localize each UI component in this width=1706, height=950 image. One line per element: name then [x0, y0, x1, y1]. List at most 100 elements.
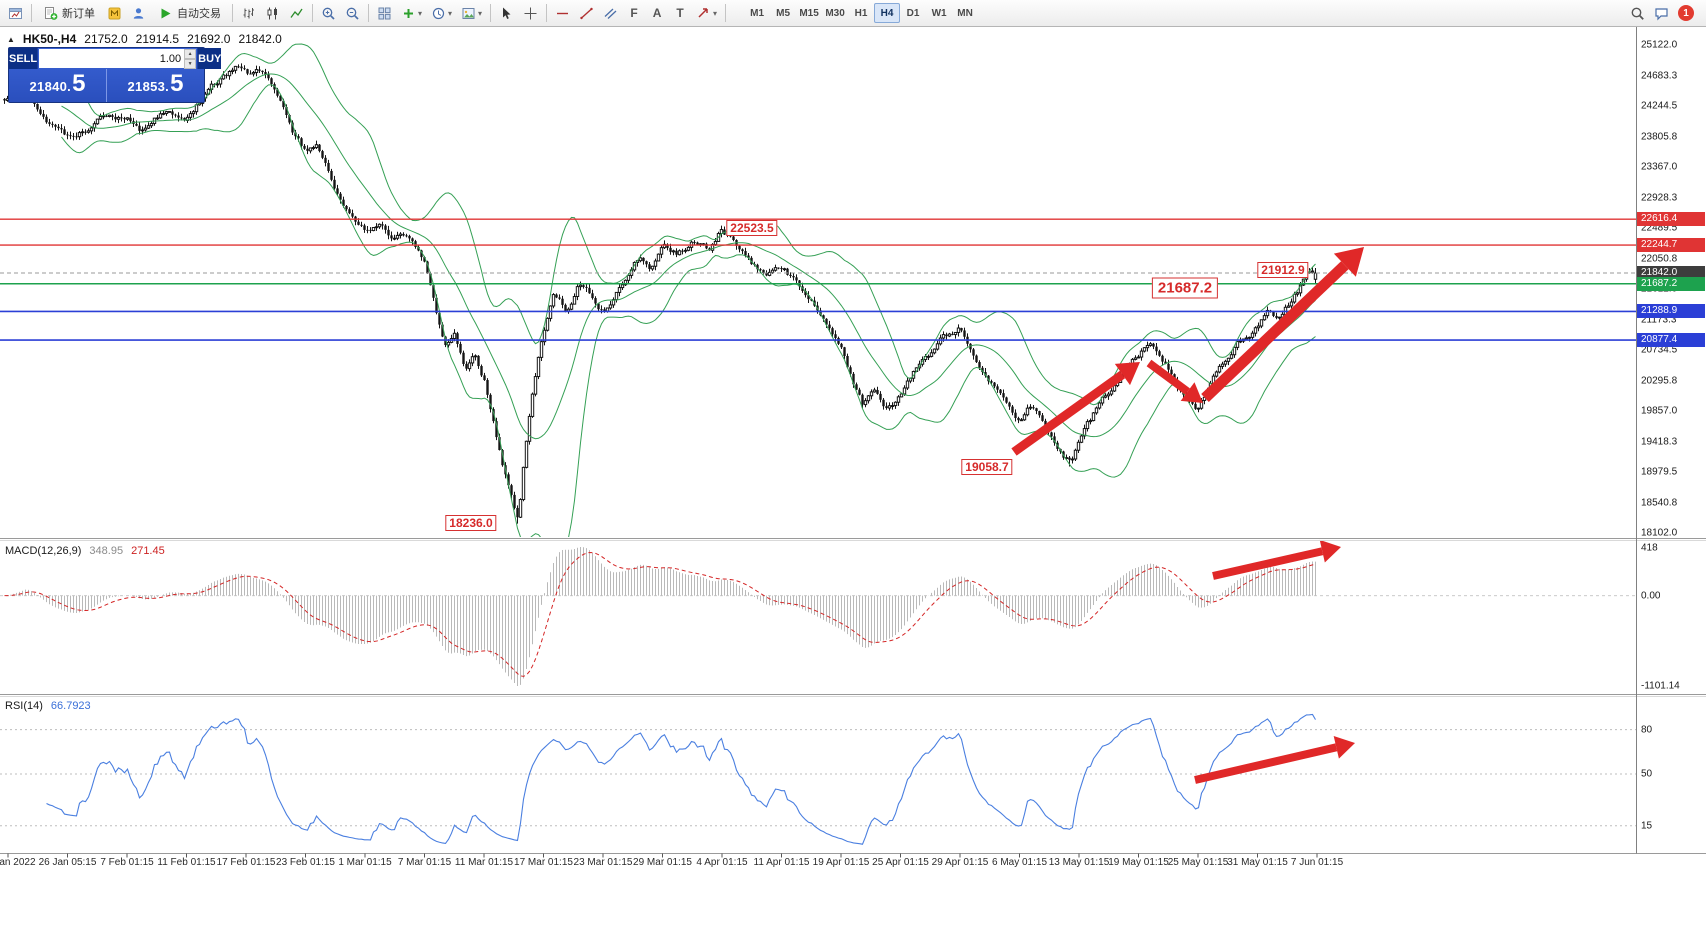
price-axis-label: 22489.5: [1641, 222, 1678, 234]
time-axis-label: 7 Mar 01:15: [397, 857, 452, 868]
volume-field: ▲ ▼: [39, 49, 197, 69]
indicators-icon[interactable]: ▾: [397, 2, 426, 24]
line-chart-icon[interactable]: [285, 2, 308, 24]
timeframe-h1[interactable]: H1: [854, 7, 868, 19]
toolbar-separator: [368, 4, 369, 22]
price-tag: 20877.4: [1637, 333, 1705, 348]
macd-title: MACD(12,26,9): [5, 545, 82, 557]
toolbar-separator: [312, 4, 313, 22]
time-axis-label: 23 Feb 01:15: [276, 857, 335, 868]
autotrading-button[interactable]: 自动交易: [151, 2, 228, 24]
label-tool-icon[interactable]: T: [676, 6, 684, 20]
chevron-down-icon: ▾: [448, 8, 453, 18]
toolbar-separator: [546, 4, 548, 22]
price-axis-label: 19418.3: [1641, 436, 1678, 447]
volume-input[interactable]: [39, 49, 185, 68]
horizontal-line-icon[interactable]: [551, 2, 574, 24]
crosshair-icon[interactable]: [519, 2, 542, 24]
fibonacci-icon[interactable]: F: [630, 6, 638, 20]
high-value: 21914.5: [135, 32, 180, 46]
timeframe-m30[interactable]: M30: [825, 7, 845, 19]
candlestick-chart-icon[interactable]: [261, 2, 284, 24]
time-axis-label: 19 Apr 01:15: [812, 857, 870, 868]
market-watch-icon[interactable]: [127, 2, 150, 24]
metaeditor-icon[interactable]: [103, 2, 126, 24]
new-order-label: 新订单: [62, 8, 95, 20]
time-axis-label: 19 May 01:15: [1108, 857, 1169, 868]
collapse-one-click-icon[interactable]: ▲: [7, 34, 15, 44]
time-axis-label: 26 Jan 05:15: [38, 857, 97, 868]
template-icon[interactable]: ▾: [457, 2, 486, 24]
time-axis-label: 7 Jun 01:15: [1290, 857, 1344, 868]
time-axis-label: 6 May 01:15: [991, 857, 1048, 868]
timeframe-m15[interactable]: M15: [799, 7, 819, 19]
price-annotation: 18236.0: [445, 515, 497, 531]
price-annotation: 22523.5: [726, 220, 778, 236]
price-axis-label: 19857.0: [1641, 405, 1678, 417]
text-tool-icon[interactable]: A: [652, 6, 662, 20]
search-icon[interactable]: [1626, 2, 1649, 24]
time-axis-label: 29 Mar 01:15: [633, 857, 692, 868]
new-order-button[interactable]: 新订单: [36, 2, 102, 24]
channel-icon[interactable]: [599, 2, 622, 24]
notification-badge[interactable]: 1: [1678, 5, 1694, 21]
price-axis-label: 21173.3: [1641, 314, 1677, 325]
zoom-out-icon[interactable]: [341, 2, 364, 24]
price-axis-label: 18540.8: [1641, 497, 1678, 508]
autotrading-label: 自动交易: [177, 8, 221, 20]
periods-icon[interactable]: ▾: [427, 2, 456, 24]
toolbar-separator: [725, 4, 727, 22]
volume-up-button[interactable]: ▲: [184, 49, 197, 59]
timeframe-m5[interactable]: M5: [776, 7, 791, 19]
buy-price[interactable]: 21853. 5: [127, 70, 184, 97]
price-tag: 21288.9: [1637, 304, 1705, 319]
timeframe-h4[interactable]: H4: [874, 3, 901, 23]
price-axis-label: 20295.8: [1641, 375, 1678, 386]
sell-price[interactable]: 21840. 5: [9, 69, 107, 102]
price-tag: 22244.7: [1637, 238, 1705, 253]
time-axis-label: 20 Jan 2022: [0, 857, 36, 868]
chart-canvas[interactable]: [0, 27, 1706, 950]
time-axis-label: 31 May 01:15: [1227, 857, 1288, 868]
macd-label: MACD(12,26,9) 348.95 271.45: [5, 545, 165, 557]
timeframe-w1[interactable]: W1: [931, 7, 947, 19]
bar-chart-icon[interactable]: [237, 2, 260, 24]
open-value: 21752.0: [84, 32, 128, 46]
cursor-icon[interactable]: [495, 2, 518, 24]
time-axis-label: 11 Feb 01:15: [157, 857, 216, 868]
price-axis-label: 23367.0: [1641, 161, 1678, 173]
price-annotation: 19058.7: [961, 459, 1013, 475]
timeframe-mn[interactable]: MN: [957, 7, 973, 19]
toolbar-separator: [232, 4, 233, 22]
chevron-down-icon: ▾: [713, 8, 718, 18]
toolbar-separator: [490, 4, 492, 22]
chat-icon[interactable]: [1650, 2, 1673, 24]
trendline-icon[interactable]: [575, 2, 598, 24]
zoom-in-icon[interactable]: [317, 2, 340, 24]
timeframe-m1[interactable]: M1: [750, 7, 765, 19]
rsi-value: 66.7923: [50, 700, 91, 712]
price-annotation: 21687.2: [1151, 277, 1219, 299]
price-tag: 21687.2: [1637, 276, 1705, 291]
time-axis-label: 25 May 01:15: [1167, 857, 1229, 868]
buy-button[interactable]: BUY: [197, 48, 222, 69]
price-axis-label: 18979.5: [1641, 466, 1678, 478]
low-value: 21692.0: [187, 32, 231, 46]
toolbar-separator: [31, 4, 32, 22]
sell-button[interactable]: SELL: [9, 48, 39, 69]
price-annotation: 21912.9: [1257, 262, 1309, 278]
chevron-down-icon: ▾: [418, 8, 423, 18]
time-axis-label: 13 May 01:15: [1048, 857, 1110, 868]
arrows-tool-icon[interactable]: ▾: [692, 2, 721, 24]
timeframe-d1[interactable]: D1: [906, 7, 920, 19]
price-axis-label: 24244.5: [1641, 100, 1678, 112]
time-axis-label: 1 Mar 01:15: [338, 857, 392, 868]
price-tag: 22616.4: [1637, 212, 1705, 227]
rsi-axis-label: 80: [1641, 724, 1653, 736]
chart-window-icon[interactable]: [4, 2, 27, 24]
time-axis-label: 4 Apr 01:15: [696, 857, 748, 868]
tile-windows-icon[interactable]: [373, 2, 396, 24]
volume-down-button[interactable]: ▼: [184, 59, 197, 69]
